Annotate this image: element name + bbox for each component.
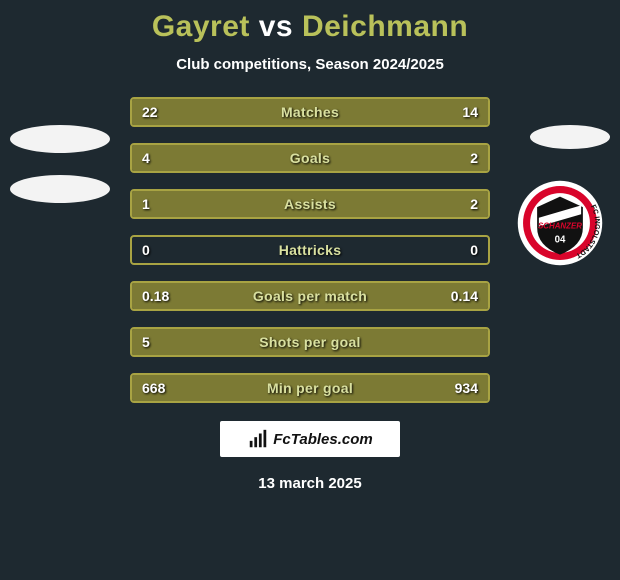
stat-label: Goals per match	[253, 288, 367, 304]
stat-label: Goals	[290, 150, 330, 166]
stat-left-value: 4	[142, 150, 150, 166]
footer-logo: FcTables.com	[220, 421, 400, 457]
stat-row: 0 0 Hattricks	[130, 235, 490, 265]
stat-row: 4 2 Goals	[130, 143, 490, 173]
stat-label: Min per goal	[267, 380, 353, 396]
vs-text: vs	[259, 10, 293, 43]
badge-right: SCHANZER 04 FC INGOLSTADT	[516, 125, 610, 272]
page-title: Gayret vs Deichmann	[0, 10, 620, 44]
stat-right-value: 0.14	[451, 288, 478, 304]
badge-left	[10, 125, 110, 225]
stat-right-value: 0	[470, 242, 478, 258]
stat-left-value: 0.18	[142, 288, 169, 304]
stat-label: Assists	[284, 196, 336, 212]
stat-right-value: 14	[462, 104, 478, 120]
stat-row: 0.18 0.14 Goals per match	[130, 281, 490, 311]
crest-inner-text: SCHANZER	[538, 221, 582, 230]
stat-row: 22 14 Matches	[130, 97, 490, 127]
chart-icon	[247, 428, 269, 450]
badge-left-ellipse-1	[10, 125, 110, 153]
stat-row: 5 Shots per goal	[130, 327, 490, 357]
stat-right-value: 2	[470, 196, 478, 212]
stat-right-value: 2	[470, 150, 478, 166]
stat-label: Hattricks	[279, 242, 342, 258]
stat-label: Matches	[281, 104, 339, 120]
club-crest-icon: SCHANZER 04 FC INGOLSTADT	[516, 179, 604, 267]
stat-left-value: 668	[142, 380, 165, 396]
player1-name: Gayret	[152, 10, 250, 43]
bar-fill-left	[132, 145, 371, 171]
stat-left-value: 0	[142, 242, 150, 258]
stat-left-value: 22	[142, 104, 158, 120]
badge-left-ellipse-2	[10, 175, 110, 203]
stat-label: Shots per goal	[259, 334, 360, 350]
stat-right-value: 934	[455, 380, 478, 396]
stat-left-value: 1	[142, 196, 150, 212]
title-block: Gayret vs Deichmann Club competitions, S…	[0, 0, 620, 73]
badge-right-ellipse	[530, 125, 610, 149]
stat-bars: 22 14 Matches 4 2 Goals 1 2 Assists 0 0 Hattricks 0.…	[130, 97, 490, 403]
footer-date: 13 march 2025	[0, 475, 620, 492]
footer-logo-text: FcTables.com	[273, 431, 372, 448]
stat-row: 668 934 Min per goal	[130, 373, 490, 403]
player2-name: Deichmann	[302, 10, 468, 43]
crest-year: 04	[555, 234, 566, 245]
stat-row: 1 2 Assists	[130, 189, 490, 219]
subtitle: Club competitions, Season 2024/2025	[0, 56, 620, 73]
stat-left-value: 5	[142, 334, 150, 350]
